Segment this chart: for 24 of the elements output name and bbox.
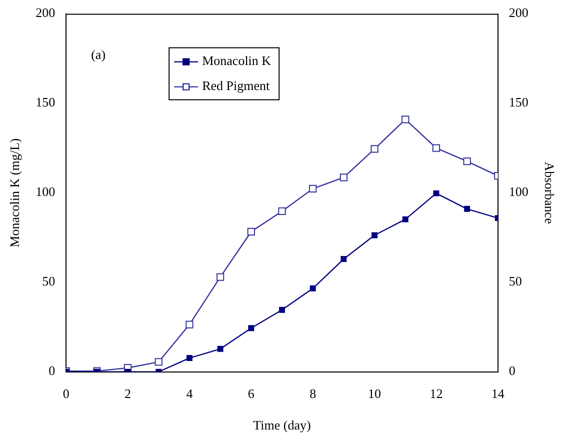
x-tick-label: 2 (124, 386, 132, 402)
x-axis-title: Time (day) (253, 418, 311, 433)
x-tick-label: 10 (368, 386, 382, 402)
y-tick-label: 0 (48, 363, 56, 378)
legend-label: Monacolin K (202, 53, 272, 68)
x-tick-label: 4 (186, 386, 194, 402)
x-tick-label: 12 (430, 386, 443, 402)
y-tick-label: 200 (36, 5, 56, 20)
y2-tick-label: 0 (508, 363, 516, 378)
y-tick-label: 150 (36, 94, 56, 110)
x-tick-label: 0 (62, 386, 70, 402)
y-tick-label: 100 (36, 184, 56, 200)
y2-tick-label: 50 (508, 274, 522, 289)
y2-tick-label: 200 (508, 5, 528, 20)
annotation: (a) (91, 47, 106, 62)
y2-axis-title: Absorbance (542, 162, 557, 224)
legend-label: Red Pigment (202, 78, 270, 94)
y-axis-title: Monacolin K (mg/L) (7, 138, 22, 248)
x-tick-label: 8 (310, 386, 316, 402)
x-tick-label: 14 (491, 386, 505, 402)
y-tick-label: 50 (42, 274, 56, 289)
y2-tick-label: 150 (508, 94, 528, 110)
y2-tick-label: 100 (508, 184, 528, 200)
x-tick-label: 6 (248, 386, 255, 402)
